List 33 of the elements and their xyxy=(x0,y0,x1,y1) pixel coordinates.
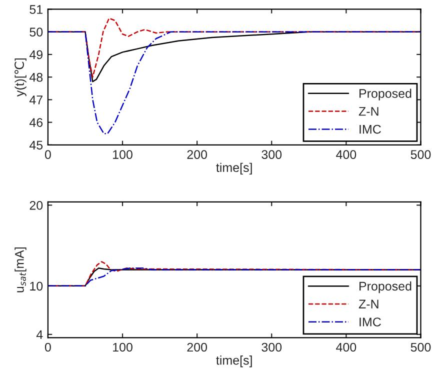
x-tick-label: 300 xyxy=(262,150,282,159)
y-tick-label: 20 xyxy=(30,200,43,210)
line-series xyxy=(48,31,421,134)
y-tick-label: 48 xyxy=(29,72,43,82)
y-tick-label: 50 xyxy=(30,28,43,36)
x-axis-title: time[s] xyxy=(216,356,252,368)
x-tick-label: 400 xyxy=(336,150,356,159)
x-tick-label: 100 xyxy=(113,150,132,159)
y-tick-label: 51 xyxy=(30,5,42,14)
legend-label: Z-N xyxy=(358,107,378,116)
y-tick-label: 10 xyxy=(30,282,43,291)
legend-label: IMC xyxy=(360,318,381,326)
x-tick-label: 200 xyxy=(187,342,208,352)
x-axis-title: time[s] xyxy=(216,162,252,174)
y-axis-title: y(t)[℃] xyxy=(14,58,26,97)
legend-label: Z-N xyxy=(358,300,378,308)
legend-label: Proposed xyxy=(360,88,412,100)
y-tick-label: 47 xyxy=(29,96,42,104)
y-tick-label: 46 xyxy=(29,118,43,127)
x-tick-label: 300 xyxy=(262,342,282,352)
x-tick-label: 500 xyxy=(410,150,431,159)
y-axis-title: u$_{sat}$[mA] xyxy=(14,247,26,292)
x-tick-label: 500 xyxy=(410,342,431,352)
x-tick-label: 0 xyxy=(44,150,51,159)
x-tick-label: 0 xyxy=(44,342,51,352)
x-tick-label: 100 xyxy=(113,342,132,352)
legend-label: Proposed xyxy=(360,281,412,294)
legend-label: IMC xyxy=(360,124,381,134)
y-tick-label: 45 xyxy=(29,140,43,150)
x-tick-label: 200 xyxy=(187,150,208,159)
y-tick-label: 49 xyxy=(29,50,43,60)
x-tick-label: 400 xyxy=(336,342,356,352)
y-tick-label: 4 xyxy=(36,330,43,339)
